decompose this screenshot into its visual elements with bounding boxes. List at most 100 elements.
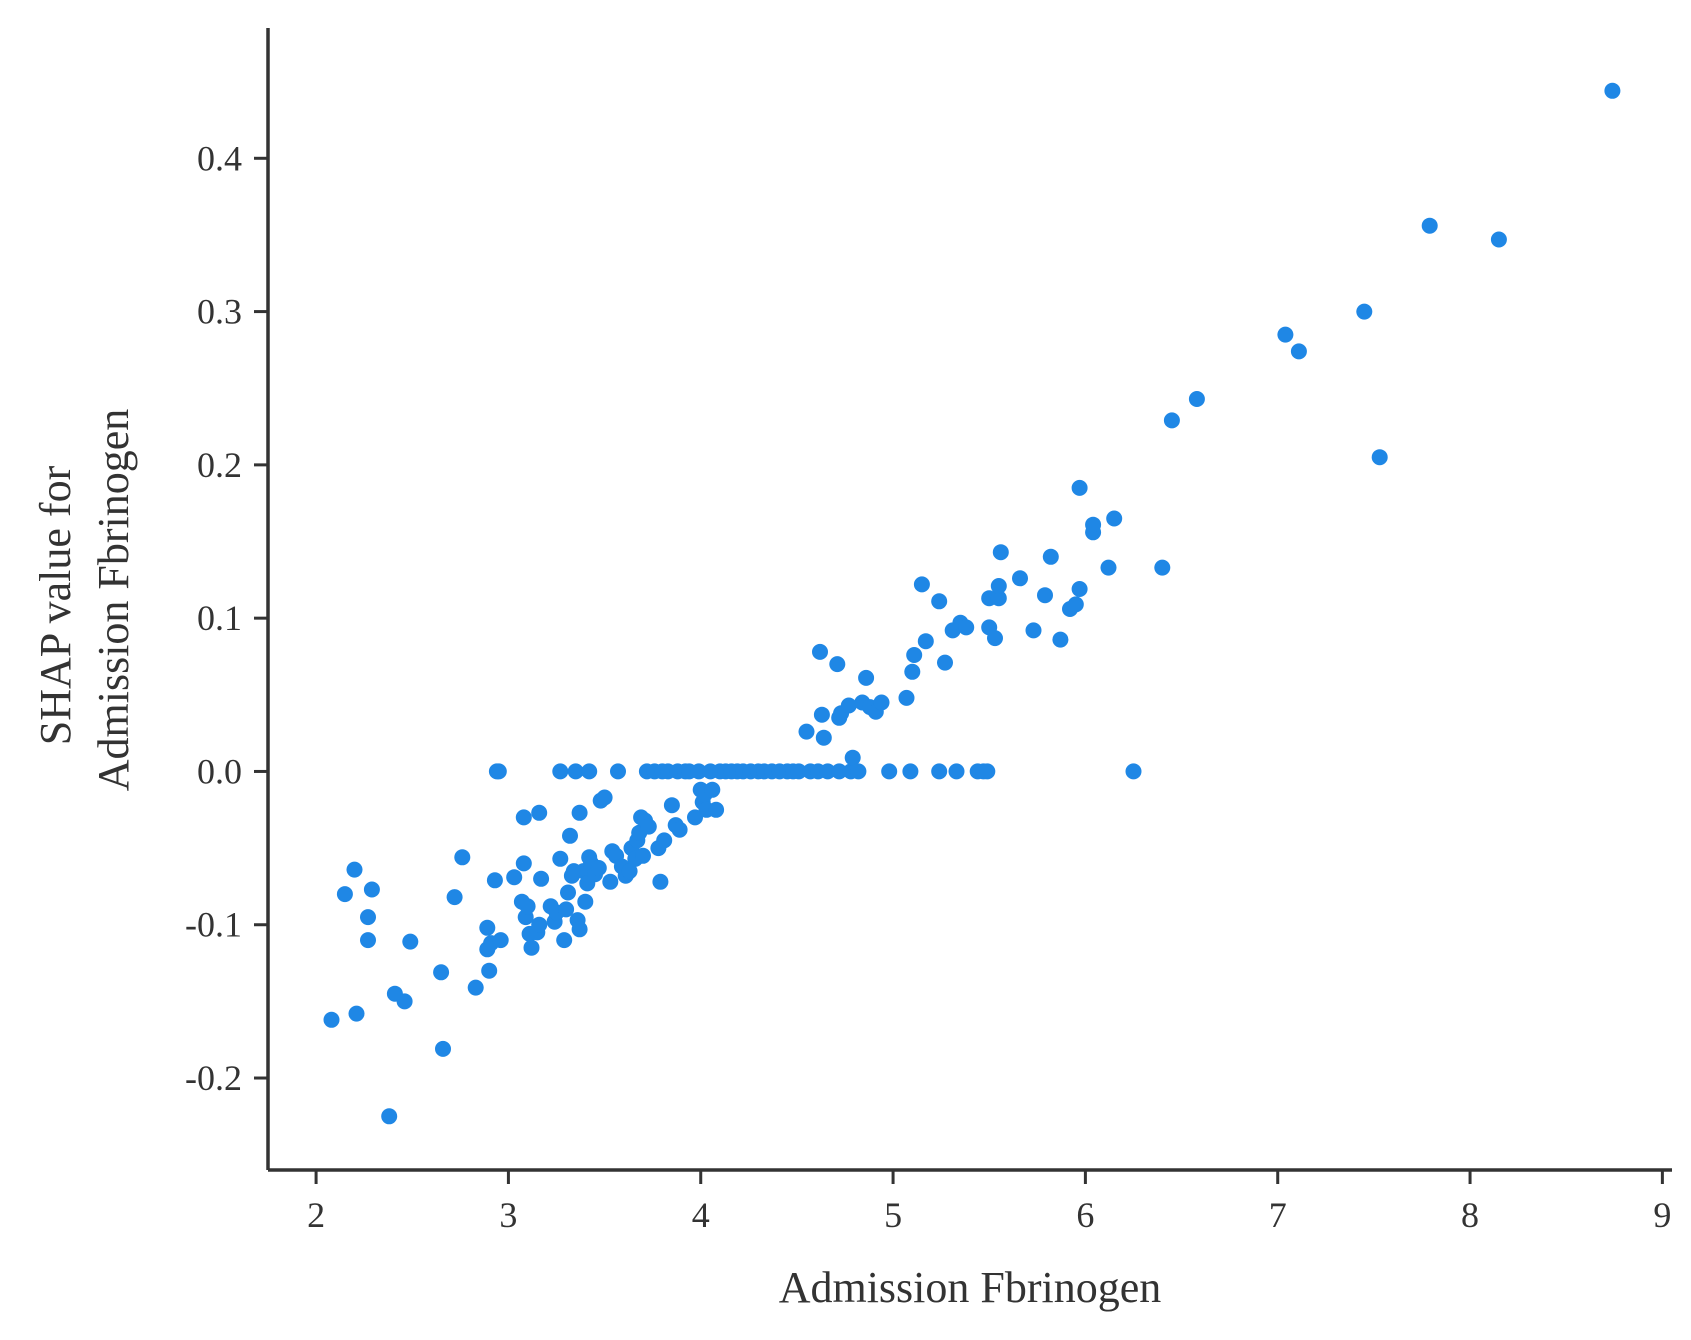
data-point bbox=[671, 821, 688, 838]
data-point bbox=[831, 763, 848, 780]
data-point bbox=[486, 872, 503, 889]
data-point bbox=[1356, 303, 1373, 320]
x-tick-label: 6 bbox=[1076, 1195, 1094, 1235]
y-tick-label: -0.2 bbox=[185, 1058, 242, 1098]
data-point bbox=[1037, 587, 1053, 604]
y-tick-label: 0.1 bbox=[197, 598, 242, 638]
data-point bbox=[567, 763, 584, 780]
data-point bbox=[1154, 559, 1171, 576]
data-point bbox=[1071, 479, 1088, 496]
data-point bbox=[819, 763, 836, 780]
data-point bbox=[323, 1011, 340, 1028]
data-point bbox=[492, 932, 509, 949]
data-point bbox=[813, 706, 830, 723]
data-point bbox=[790, 763, 807, 780]
data-point bbox=[336, 886, 353, 903]
data-point bbox=[1042, 548, 1059, 565]
data-point bbox=[687, 809, 703, 826]
data-point bbox=[708, 801, 725, 818]
data-point bbox=[1012, 570, 1028, 587]
data-point bbox=[1188, 391, 1205, 407]
data-point bbox=[596, 789, 613, 806]
data-point bbox=[523, 939, 540, 956]
data-point bbox=[590, 860, 607, 876]
data-point bbox=[990, 590, 1007, 607]
x-tick-label: 4 bbox=[692, 1195, 710, 1235]
data-point bbox=[519, 898, 536, 915]
data-point bbox=[363, 881, 380, 898]
data-point bbox=[433, 964, 450, 981]
data-point bbox=[1106, 510, 1123, 527]
data-point bbox=[937, 654, 953, 671]
x-tick-label: 3 bbox=[499, 1195, 517, 1235]
data-point bbox=[1163, 412, 1180, 429]
data-point bbox=[360, 909, 376, 926]
data-point bbox=[1604, 82, 1621, 99]
data-point bbox=[902, 763, 919, 780]
data-point bbox=[552, 850, 569, 867]
y-tick-label: 0.4 bbox=[197, 138, 242, 178]
data-point bbox=[396, 993, 413, 1010]
data-point bbox=[635, 847, 651, 864]
y-axis-title: SHAP value for Admission Fbrinogen bbox=[31, 409, 138, 792]
data-point bbox=[531, 804, 548, 821]
data-point bbox=[560, 884, 576, 901]
data-point bbox=[490, 763, 507, 780]
data-point bbox=[844, 749, 861, 766]
data-point bbox=[958, 619, 975, 636]
data-point bbox=[1085, 516, 1102, 533]
data-point bbox=[640, 818, 657, 835]
data-point bbox=[556, 932, 573, 949]
data-point bbox=[571, 921, 588, 938]
data-point bbox=[621, 863, 638, 880]
data-point bbox=[402, 933, 419, 950]
y-axis-title-line-2: Admission Fbrinogen bbox=[89, 409, 138, 792]
data-point bbox=[581, 763, 598, 780]
data-point bbox=[850, 763, 867, 780]
data-point bbox=[1100, 559, 1117, 576]
data-point bbox=[602, 873, 619, 890]
data-point bbox=[610, 763, 626, 780]
data-point bbox=[931, 763, 948, 780]
data-point bbox=[873, 694, 890, 711]
data-point bbox=[663, 797, 680, 814]
data-point bbox=[992, 544, 1009, 561]
data-points bbox=[323, 82, 1621, 1125]
x-tick-label: 7 bbox=[1269, 1195, 1287, 1235]
y-axis-ticks: -0.2 -0.1 0.0 0.1 0.2 0.3 0.4 bbox=[185, 138, 268, 1098]
data-point bbox=[1025, 622, 1042, 639]
data-point bbox=[1125, 763, 1142, 780]
data-point bbox=[979, 763, 996, 780]
data-point bbox=[656, 832, 673, 849]
data-point bbox=[577, 893, 594, 910]
data-point bbox=[552, 763, 569, 780]
data-point bbox=[435, 1040, 451, 1057]
data-point bbox=[1067, 596, 1084, 613]
data-point bbox=[446, 889, 463, 906]
data-point bbox=[652, 873, 669, 890]
data-point bbox=[1290, 343, 1307, 360]
data-point bbox=[1277, 326, 1294, 343]
data-point bbox=[898, 689, 915, 706]
data-point bbox=[562, 827, 578, 844]
y-axis-title-line-1: SHAP value for bbox=[31, 465, 80, 745]
data-point bbox=[533, 870, 550, 887]
x-tick-label: 9 bbox=[1653, 1195, 1671, 1235]
data-point bbox=[1371, 449, 1388, 466]
data-point bbox=[1490, 231, 1507, 248]
x-axis-ticks: 2 3 4 5 6 7 8 9 bbox=[307, 1170, 1671, 1235]
data-point bbox=[506, 869, 523, 886]
x-tick-label: 2 bbox=[307, 1195, 325, 1235]
data-point bbox=[1052, 631, 1069, 648]
data-point bbox=[360, 932, 376, 949]
data-point bbox=[990, 578, 1007, 594]
y-tick-label: -0.1 bbox=[185, 905, 242, 945]
data-point bbox=[558, 901, 575, 918]
data-point bbox=[815, 729, 832, 746]
data-point bbox=[454, 849, 471, 866]
data-point bbox=[987, 630, 1003, 647]
data-point bbox=[829, 656, 846, 673]
data-point bbox=[531, 916, 548, 933]
data-point bbox=[515, 809, 532, 826]
